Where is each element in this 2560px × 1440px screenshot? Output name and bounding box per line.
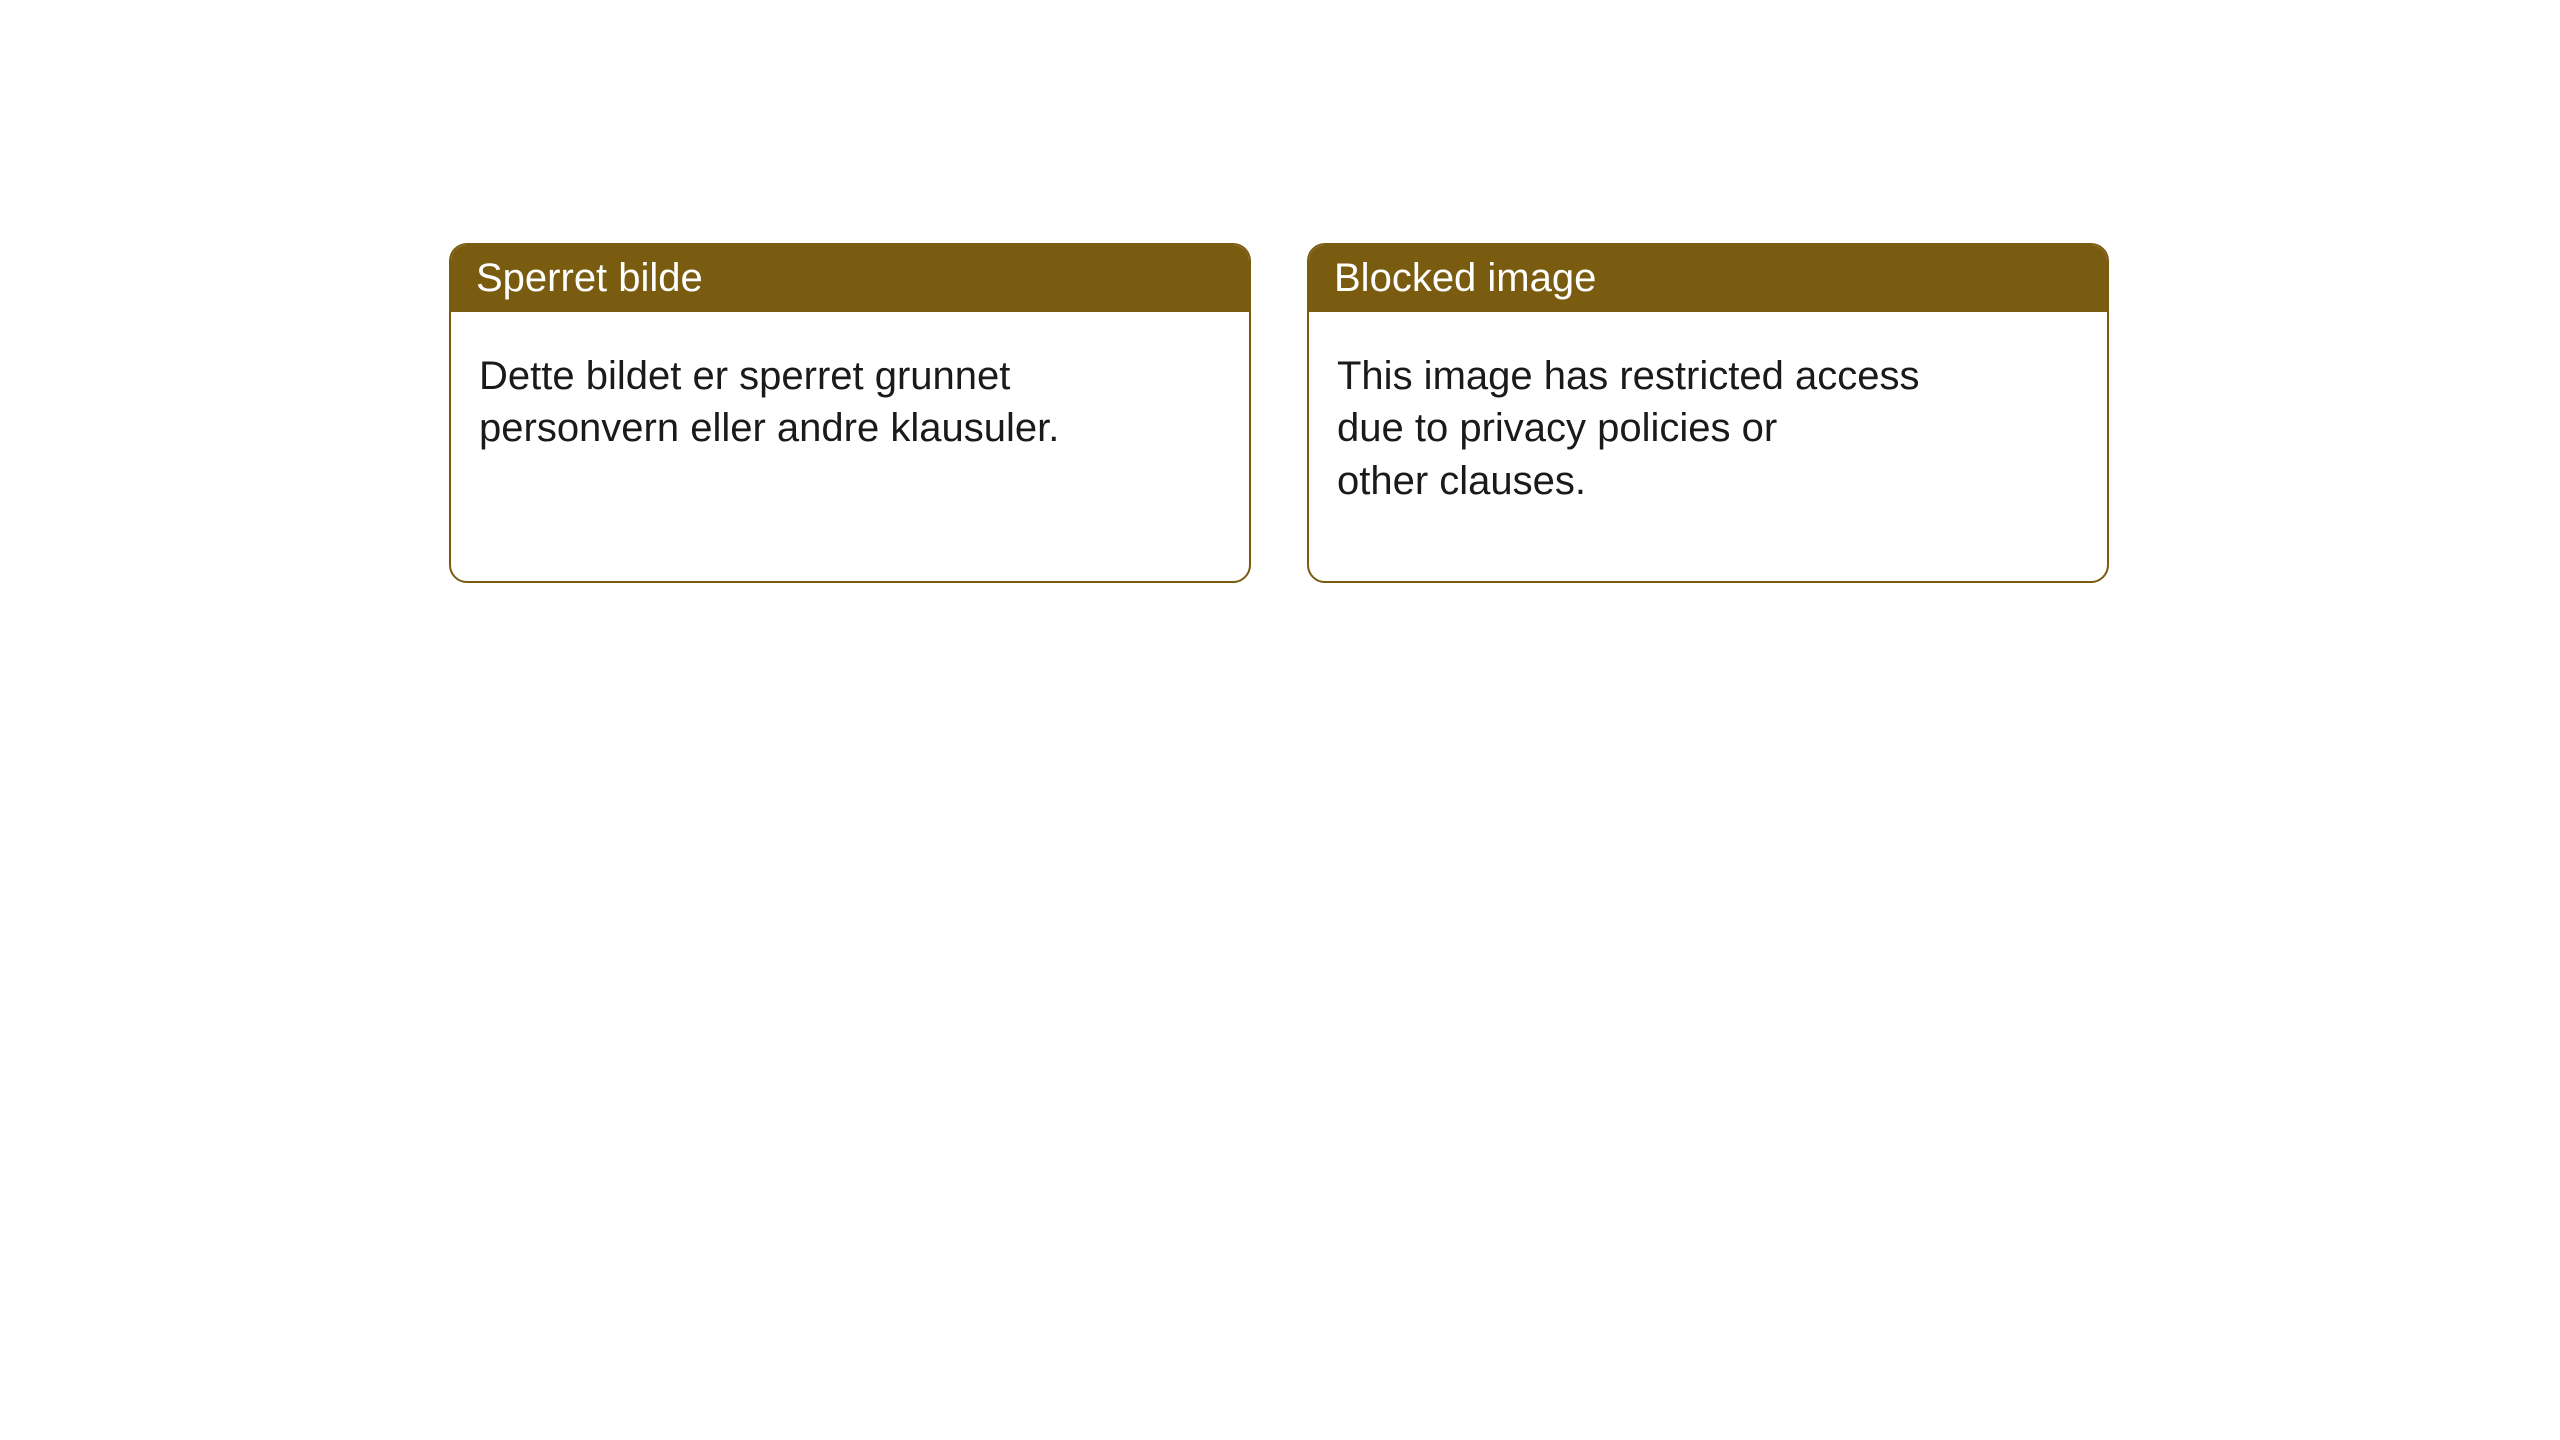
card-header-no: Sperret bilde (451, 245, 1249, 312)
blocked-image-card-no: Sperret bilde Dette bildet er sperret gr… (449, 243, 1251, 583)
card-header-en: Blocked image (1309, 245, 2107, 312)
blocked-image-card-en: Blocked image This image has restricted … (1307, 243, 2109, 583)
card-body-en: This image has restricted access due to … (1309, 312, 2009, 535)
card-body-no: Dette bildet er sperret grunnet personve… (451, 312, 1151, 483)
blocked-image-notice-container: Sperret bilde Dette bildet er sperret gr… (449, 243, 2109, 583)
